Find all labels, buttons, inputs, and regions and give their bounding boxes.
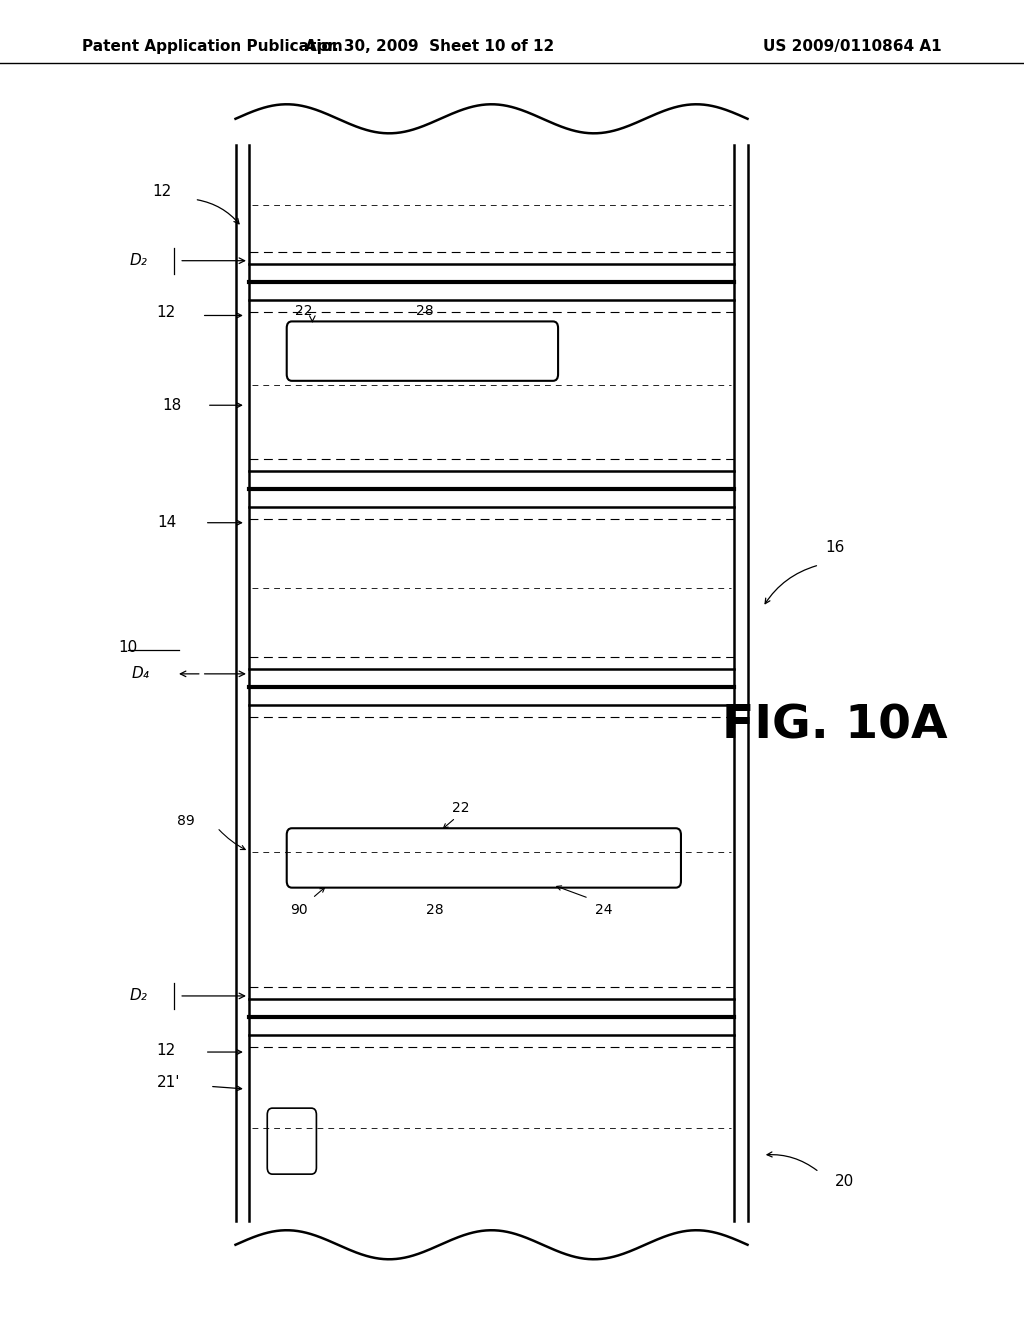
- Text: 12: 12: [157, 1043, 175, 1059]
- Text: 10: 10: [119, 640, 137, 655]
- Text: 21': 21': [158, 1074, 180, 1090]
- Text: 14: 14: [158, 515, 176, 531]
- FancyArrowPatch shape: [765, 566, 816, 603]
- FancyArrowPatch shape: [210, 403, 242, 408]
- Text: D₂: D₂: [129, 253, 147, 268]
- Text: 89: 89: [177, 814, 196, 828]
- FancyArrowPatch shape: [208, 520, 242, 525]
- Text: 20: 20: [836, 1173, 854, 1189]
- FancyBboxPatch shape: [287, 321, 558, 380]
- Text: 12: 12: [157, 305, 175, 321]
- FancyArrowPatch shape: [314, 887, 325, 896]
- Text: 22: 22: [295, 304, 313, 318]
- FancyArrowPatch shape: [557, 886, 586, 898]
- FancyArrowPatch shape: [219, 830, 245, 850]
- FancyArrowPatch shape: [443, 820, 454, 828]
- FancyBboxPatch shape: [287, 828, 681, 887]
- FancyArrowPatch shape: [208, 1049, 242, 1055]
- Text: Patent Application Publication: Patent Application Publication: [82, 38, 343, 54]
- Text: 16: 16: [825, 540, 844, 556]
- Text: Apr. 30, 2009  Sheet 10 of 12: Apr. 30, 2009 Sheet 10 of 12: [305, 38, 555, 54]
- Text: FIG. 10A: FIG. 10A: [722, 704, 947, 748]
- Text: 28: 28: [416, 304, 434, 318]
- Text: US 2009/0110864 A1: US 2009/0110864 A1: [764, 38, 942, 54]
- Text: D₂: D₂: [129, 989, 147, 1003]
- Text: 24: 24: [595, 903, 613, 917]
- FancyArrowPatch shape: [198, 199, 239, 224]
- Text: 22: 22: [452, 801, 470, 816]
- FancyArrowPatch shape: [767, 1152, 817, 1171]
- Text: 12: 12: [153, 183, 171, 199]
- Text: D₄: D₄: [131, 667, 150, 681]
- FancyBboxPatch shape: [267, 1109, 316, 1175]
- Text: 90: 90: [290, 903, 308, 917]
- FancyArrowPatch shape: [213, 1086, 242, 1090]
- Text: 18: 18: [163, 397, 181, 413]
- FancyArrowPatch shape: [205, 313, 242, 318]
- Text: 28: 28: [426, 903, 444, 917]
